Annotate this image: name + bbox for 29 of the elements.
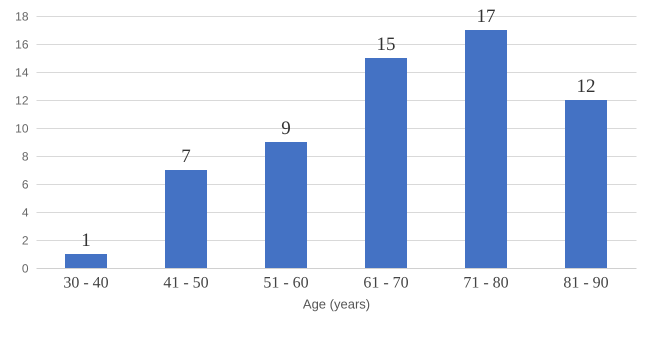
x-tick-label: 81 - 90 bbox=[563, 274, 609, 292]
bar bbox=[365, 58, 407, 268]
bar bbox=[165, 170, 207, 268]
bar bbox=[65, 254, 107, 268]
x-tick-label: 51 - 60 bbox=[263, 274, 309, 292]
y-tick-label: 10 bbox=[15, 122, 29, 136]
data-label: 1 bbox=[81, 230, 91, 251]
x-tick-label: 30 - 40 bbox=[63, 274, 109, 292]
y-tick-label: 14 bbox=[15, 66, 29, 80]
y-tick-label: 18 bbox=[15, 10, 29, 24]
data-label: 9 bbox=[281, 118, 291, 139]
data-label: 17 bbox=[476, 6, 496, 27]
x-tick-label: 41 - 50 bbox=[163, 274, 209, 292]
data-label: 7 bbox=[181, 146, 191, 167]
x-axis-title: Age (years) bbox=[302, 296, 370, 312]
data-label: 12 bbox=[576, 76, 596, 97]
bar bbox=[565, 100, 607, 268]
y-tick-label: 0 bbox=[22, 262, 29, 276]
x-tick-label: 61 - 70 bbox=[363, 274, 409, 292]
bar bbox=[465, 30, 507, 268]
data-label: 15 bbox=[376, 34, 396, 55]
x-tick-label: 71 - 80 bbox=[463, 274, 509, 292]
y-tick-label: 12 bbox=[15, 94, 29, 108]
y-tick-label: 4 bbox=[22, 206, 29, 220]
y-tick-label: 16 bbox=[15, 38, 29, 52]
y-tick-label: 8 bbox=[22, 150, 29, 164]
y-tick-label: 6 bbox=[22, 178, 29, 192]
bar bbox=[265, 142, 307, 268]
y-tick-label: 2 bbox=[22, 234, 29, 248]
